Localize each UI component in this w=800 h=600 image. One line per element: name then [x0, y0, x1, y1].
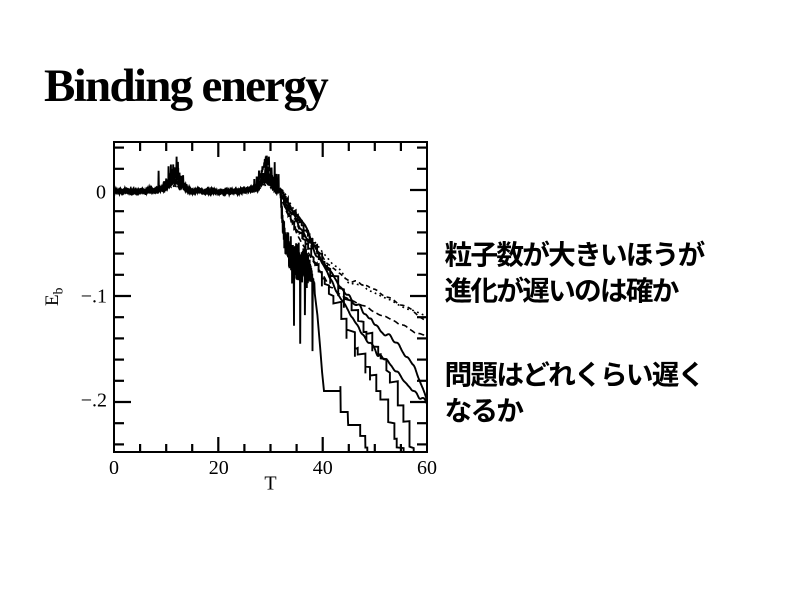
svg-text:−.2: −.2 — [81, 390, 107, 412]
svg-text:60: 60 — [417, 457, 437, 479]
svg-text:−.1: −.1 — [81, 286, 107, 308]
svg-text:0: 0 — [109, 457, 119, 479]
svg-text:0: 0 — [96, 181, 106, 203]
svg-text:Eb: Eb — [42, 287, 65, 306]
svg-text:20: 20 — [209, 457, 229, 479]
svg-text:40: 40 — [313, 457, 333, 479]
svg-text:T: T — [264, 473, 276, 495]
